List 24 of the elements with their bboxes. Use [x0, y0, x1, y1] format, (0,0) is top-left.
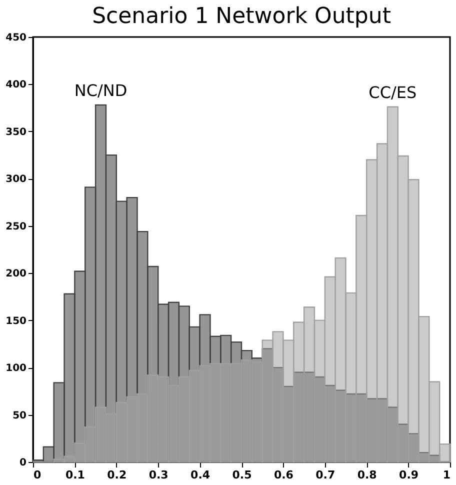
series-label: NC/ND — [74, 81, 128, 100]
x-tick-label: 0.6 — [274, 468, 294, 482]
y-tick-label: 150 — [6, 316, 27, 327]
y-tick-label: 250 — [6, 221, 27, 232]
x-tick-label: 0.4 — [190, 468, 210, 482]
x-tick-label: 0.3 — [148, 468, 168, 482]
y-tick-label: 0 — [20, 458, 27, 468]
chart-title: Scenario 1 Network Output — [92, 4, 392, 29]
y-tick-label: 200 — [6, 268, 27, 280]
y-tick-label: 450 — [6, 32, 27, 44]
x-tick-label: 0.7 — [316, 468, 336, 482]
x-tick-label: 1 — [442, 468, 450, 482]
x-tick-label: 0 — [34, 468, 42, 482]
x-tick-label: 0.8 — [357, 468, 377, 482]
x-tick-label: 0.9 — [399, 468, 419, 482]
y-tick-label: 400 — [6, 80, 27, 91]
y-tick-label: 50 — [12, 410, 27, 422]
series-label: CC/ES — [368, 82, 417, 102]
x-tick-label: 0.2 — [107, 468, 127, 482]
y-tick-label: 300 — [6, 174, 27, 186]
y-tick-label: 100 — [6, 363, 27, 374]
x-tick-label: 0.5 — [232, 468, 252, 482]
x-tick-label: 0.1 — [65, 468, 85, 482]
y-tick-label: 350 — [6, 126, 27, 138]
